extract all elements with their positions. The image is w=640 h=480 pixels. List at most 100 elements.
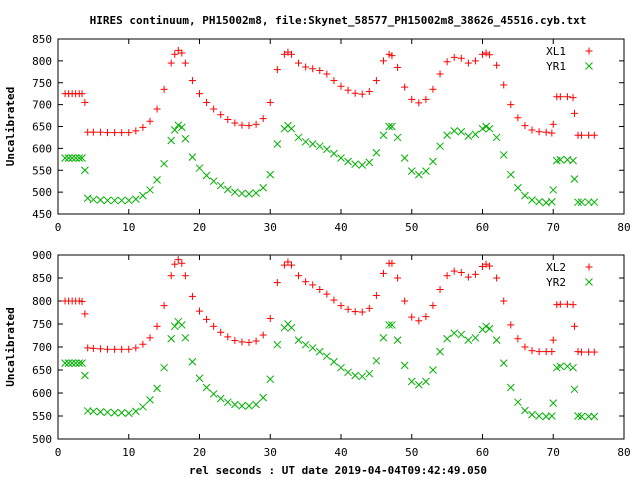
data-point [429, 366, 437, 374]
data-point [75, 359, 84, 367]
data-point [388, 259, 396, 267]
data-point [578, 348, 586, 356]
legend-marker [585, 62, 593, 70]
data-point [196, 90, 203, 98]
data-point [429, 85, 437, 93]
data-point [388, 321, 396, 329]
data-point [181, 333, 190, 342]
data-point [118, 345, 126, 353]
data-point [492, 336, 501, 344]
data-point [231, 119, 239, 127]
data-point [492, 133, 501, 142]
data-point [372, 77, 380, 85]
data-point [414, 380, 423, 389]
y-tick-label: 500 [32, 186, 52, 199]
data-point [322, 145, 331, 154]
data-point [302, 63, 310, 71]
data-point [266, 375, 275, 384]
data-point [284, 258, 292, 266]
data-point [556, 362, 565, 371]
data-point [577, 198, 586, 207]
data-point [210, 105, 218, 113]
data-point [521, 122, 529, 130]
data-point [385, 321, 393, 329]
data-point [471, 57, 479, 65]
data-point [521, 343, 529, 351]
y-tick-label: 850 [32, 33, 52, 46]
x-tick-label: 70 [547, 446, 560, 459]
data-point [569, 363, 577, 372]
data-point [209, 390, 218, 398]
data-point [569, 94, 577, 102]
data-point [216, 181, 225, 190]
data-point [78, 297, 86, 305]
legend-label: XL1 [546, 45, 566, 58]
data-point [61, 359, 69, 367]
data-point [500, 81, 508, 89]
data-point [96, 345, 104, 353]
data-point [81, 166, 89, 175]
data-point [337, 154, 345, 162]
data-point [252, 120, 260, 128]
data-point [351, 371, 360, 380]
chart-title: HIRES continuum, PH15002m8, file:Skynet_… [90, 14, 587, 27]
data-point [457, 127, 466, 136]
series-yr2 [61, 317, 599, 421]
data-point [464, 336, 473, 344]
y-axis-label: Uncalibrated [4, 87, 17, 166]
data-point [514, 335, 522, 343]
data-point [245, 122, 253, 130]
data-point [259, 183, 268, 192]
data-point [388, 122, 396, 131]
legend-label: XL2 [546, 261, 566, 274]
data-point [103, 408, 112, 417]
data-point [443, 334, 451, 343]
x-tick-label: 60 [476, 221, 489, 234]
data-point [160, 363, 168, 372]
data-point [181, 59, 189, 67]
data-point [521, 406, 529, 415]
data-point [372, 291, 380, 299]
data-point [337, 82, 345, 90]
data-point [89, 128, 97, 136]
data-point [266, 314, 274, 322]
data-point [188, 357, 197, 366]
data-point [563, 362, 572, 371]
data-point [365, 88, 373, 95]
data-point [337, 363, 345, 372]
data-point [577, 412, 586, 421]
data-point [570, 385, 579, 394]
series-xl1 [61, 46, 598, 139]
data-point [81, 371, 89, 380]
y-axis-label: Uncalibrated [4, 307, 17, 386]
data-point [245, 190, 253, 198]
data-point [139, 340, 147, 348]
data-point [170, 322, 179, 331]
data-point [308, 344, 317, 352]
data-point [400, 361, 409, 370]
x-tick-label: 0 [55, 221, 62, 234]
data-point [96, 196, 105, 204]
data-point [482, 322, 490, 331]
data-point [388, 52, 396, 60]
data-point [394, 63, 402, 71]
data-point [117, 408, 126, 417]
data-point [170, 126, 179, 134]
series-xl2 [61, 256, 598, 356]
panel-top: 0 10 20 30 40 50 60 70 80 450 500 550 600 650 700 750 80… [4, 33, 631, 234]
data-point [590, 198, 599, 207]
data-point [315, 142, 324, 151]
data-point [315, 347, 324, 356]
y-tick-label: 550 [32, 164, 52, 177]
data-point [450, 329, 459, 338]
data-point [224, 333, 232, 341]
legend-label: YR2 [546, 276, 566, 289]
data-point [273, 66, 281, 74]
data-point [330, 357, 338, 366]
legend-marker [585, 47, 593, 55]
data-point [146, 117, 154, 125]
data-point [245, 338, 253, 346]
data-point [379, 131, 388, 140]
data-point [521, 191, 529, 200]
data-point [96, 128, 104, 136]
